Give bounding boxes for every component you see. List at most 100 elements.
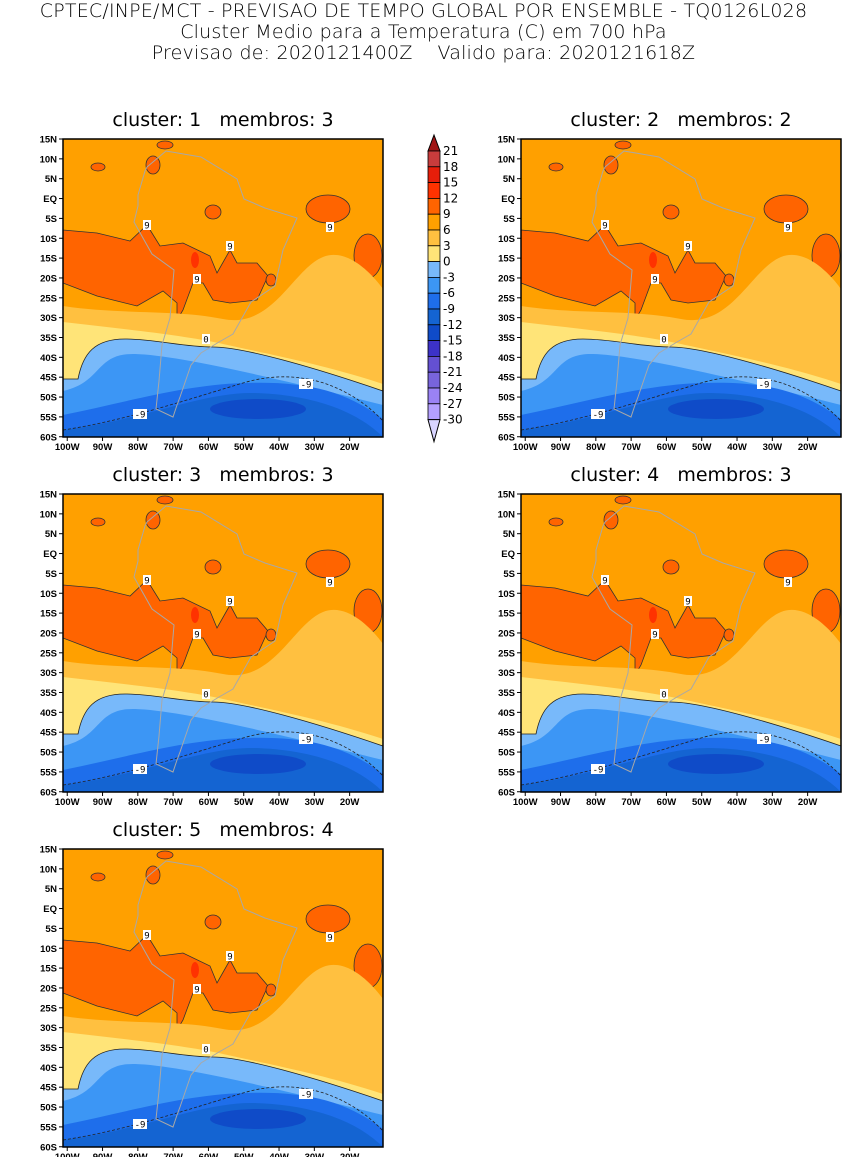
contour-label: -9 bbox=[135, 411, 146, 421]
colorbar-label: -12 bbox=[443, 318, 463, 332]
contour-minus9 bbox=[62, 1086, 384, 1141]
lat-tick-label: 10N bbox=[498, 154, 516, 165]
colorbar-label: 3 bbox=[443, 239, 451, 253]
lon-tick-label: 70W bbox=[163, 442, 183, 453]
lat-tick-label: 30S bbox=[40, 668, 57, 679]
contour-minus9 bbox=[520, 376, 842, 431]
lat-tick-label: 40S bbox=[498, 708, 515, 719]
contour-minus9 bbox=[62, 376, 384, 431]
lat-tick-label: EQ bbox=[501, 194, 515, 205]
lat-tick-label: 15S bbox=[40, 254, 57, 265]
colorbar-swatch bbox=[427, 276, 441, 294]
lon-tick-label: 30W bbox=[763, 442, 783, 453]
lat-tick-label: 45S bbox=[498, 373, 515, 384]
band-9-12-blob bbox=[305, 194, 351, 224]
lat-tick-label: 35S bbox=[40, 688, 57, 699]
lat-tick-label: 5N bbox=[503, 174, 515, 185]
contour-label-bg bbox=[784, 222, 792, 232]
contour-label: 9 bbox=[685, 598, 690, 608]
lat-tick-label: 55S bbox=[498, 767, 515, 778]
band-9-12-blob bbox=[763, 194, 809, 224]
contour-label: 9 bbox=[785, 224, 790, 234]
contour-label-bg bbox=[684, 241, 692, 251]
lat-tick-label: 20S bbox=[498, 628, 515, 639]
lat-tick-label: 55S bbox=[40, 412, 57, 423]
lon-tick-label: 50W bbox=[234, 1152, 254, 1157]
lat-tick-label: 15N bbox=[498, 490, 516, 501]
band-9-12-blob bbox=[90, 162, 106, 172]
lat-tick-label: 10S bbox=[498, 589, 515, 600]
lat-tick-label: 25S bbox=[40, 293, 57, 304]
contour-label: -9 bbox=[135, 1121, 146, 1131]
lat-tick-label: 60S bbox=[40, 787, 57, 798]
colorbar-label: 12 bbox=[443, 191, 458, 205]
contour-label: 9 bbox=[144, 577, 149, 587]
band-9-12-blob bbox=[603, 155, 619, 175]
cluster-map-5: 9 9 9 9 0 -9 -9 15N 10N 5N EQ 5S 10S 15S 20S 25S 30S 35S 4… bbox=[40, 845, 384, 1157]
lat-tick-label: 55S bbox=[40, 767, 57, 778]
colorbar-label: 9 bbox=[443, 207, 451, 221]
contour-label-bg bbox=[133, 764, 147, 774]
lat-tick-label: 15S bbox=[498, 609, 515, 620]
contour-label-bg bbox=[193, 629, 201, 639]
lat-tick-label: 45S bbox=[40, 373, 57, 384]
lon-tick-label: 50W bbox=[234, 442, 254, 453]
band-9-12-blob bbox=[90, 517, 106, 527]
band-9-12 bbox=[520, 579, 727, 677]
coastline bbox=[591, 150, 756, 418]
band-minus15-minus12 bbox=[668, 754, 764, 774]
band-9-12-blob bbox=[156, 495, 174, 505]
contour-0 bbox=[63, 338, 384, 392]
lat-tick-label: 25S bbox=[498, 293, 515, 304]
contour-label: -9 bbox=[301, 1091, 312, 1101]
contour-label-bg bbox=[202, 334, 210, 344]
contour-label: -9 bbox=[593, 766, 604, 776]
colorbar-label: 21 bbox=[443, 144, 458, 158]
contour-label-bg bbox=[202, 689, 210, 699]
lon-tick-label: 50W bbox=[692, 442, 712, 453]
lat-tick-label: 60S bbox=[498, 432, 515, 443]
lat-tick-label: 5S bbox=[45, 214, 57, 225]
coastline bbox=[133, 860, 298, 1128]
lat-tick-label: 10N bbox=[40, 509, 58, 520]
colorbar-swatch bbox=[427, 340, 441, 357]
lat-tick-label: 5S bbox=[45, 569, 57, 580]
colorbar-swatch bbox=[427, 198, 441, 215]
colorbar-swatch bbox=[427, 308, 441, 326]
plot-frame bbox=[62, 493, 384, 793]
lon-tick-label: 60W bbox=[199, 1152, 219, 1157]
lat-tick-label: 10N bbox=[40, 154, 58, 165]
lat-tick-label: EQ bbox=[501, 549, 515, 560]
lon-tick-label: 30W bbox=[763, 797, 783, 808]
lon-tick-label: 70W bbox=[163, 797, 183, 808]
lon-tick-label: 50W bbox=[692, 797, 712, 808]
contour-label-bg bbox=[651, 629, 659, 639]
lat-tick-label: 5S bbox=[45, 924, 57, 935]
lat-tick-label: 10N bbox=[40, 864, 58, 875]
lat-tick-label: 15N bbox=[40, 490, 58, 501]
lon-tick-label: 80W bbox=[586, 442, 606, 453]
cluster-map-2: 9 9 9 9 0 -9 -9 15N 10N 5N EQ 5S 10S 15S 20S 25S 30S 35S 4… bbox=[498, 135, 842, 453]
contour-0 bbox=[63, 693, 384, 747]
lat-tick-label: 5N bbox=[45, 884, 57, 895]
colorbar-under-triangle bbox=[427, 419, 441, 444]
contour-label-bg bbox=[226, 241, 234, 251]
contour-label: 0 bbox=[203, 691, 208, 701]
lon-tick-label: 100W bbox=[513, 442, 538, 453]
lat-tick-label: 40S bbox=[498, 353, 515, 364]
contour-label-bg bbox=[226, 596, 234, 606]
band-9-12 bbox=[62, 934, 269, 1032]
contour-label: 9 bbox=[652, 631, 657, 641]
band-9-12-blob bbox=[614, 140, 632, 150]
contour-label-bg bbox=[660, 689, 668, 699]
lat-tick-label: 35S bbox=[498, 688, 515, 699]
lon-tick-label: 40W bbox=[269, 797, 289, 808]
band-9-12-blob bbox=[548, 517, 564, 527]
colorbar-swatch bbox=[427, 261, 441, 278]
contour-label-bg bbox=[133, 409, 147, 419]
lon-tick-label: 60W bbox=[657, 797, 677, 808]
lat-tick-label: 20S bbox=[498, 273, 515, 284]
band-9-12-blob bbox=[265, 273, 277, 287]
lon-tick-label: 20W bbox=[340, 797, 360, 808]
contour-label: 9 bbox=[602, 222, 607, 232]
